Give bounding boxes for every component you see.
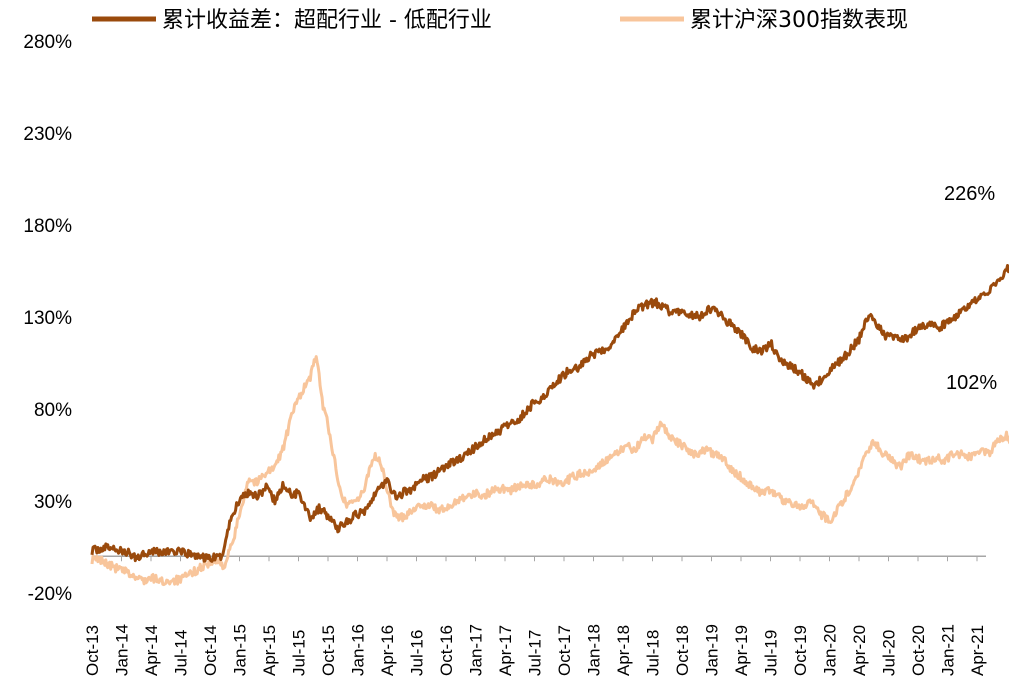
end-label-series2: 102% (946, 372, 997, 394)
x-tick-label: Oct-18 (673, 625, 692, 676)
series-line-excess-return (90, 264, 1009, 563)
x-tick-label: Oct-13 (83, 625, 102, 676)
x-tick-label: Apr-14 (142, 625, 161, 676)
x-tick-label: Oct-16 (437, 625, 456, 676)
x-tick-label: Oct-19 (791, 625, 810, 676)
x-tick-label: Jul-17 (526, 630, 545, 676)
x-tick-label: Apr-19 (732, 625, 751, 676)
x-tick-label: Apr-21 (968, 625, 987, 676)
legend: 累计收益差：超配行业 - 低配行业 累计沪深300指数表现 (92, 8, 908, 33)
x-tick-label: Jan-18 (585, 624, 604, 676)
x-tick-label: Jan-15 (231, 624, 250, 676)
x-tick-label: Jul-18 (644, 630, 663, 676)
x-tick-label: Jul-20 (880, 630, 899, 676)
x-axis: Oct-13 Jan-14 Apr-14 Jul-14 Oct-14 Jan-15 Apr-… (83, 555, 987, 676)
x-tick-label: Oct-20 (909, 625, 928, 676)
legend-label-series2: 累计沪深300指数表现 (690, 8, 908, 33)
x-tick-label: Jan-20 (821, 624, 840, 676)
x-tick-label: Oct-14 (201, 625, 220, 676)
y-tick-label: 230% (23, 124, 72, 145)
x-tick-label: Apr-16 (378, 625, 397, 676)
x-tick-label: Apr-18 (614, 625, 633, 676)
y-tick-label: -20% (28, 584, 72, 605)
x-tick-label: Jul-15 (290, 630, 309, 676)
legend-label-series1: 累计收益差：超配行业 - 低配行业 (162, 8, 492, 33)
x-tick-label: Apr-17 (496, 625, 515, 676)
series-layer (90, 264, 1009, 587)
x-tick-label: Jan-19 (703, 624, 722, 676)
x-tick-label: Jul-19 (762, 630, 781, 676)
y-axis-ticks: -20% 30% 80% 130% 180% 230% 280% (23, 32, 72, 605)
y-tick-label: 130% (23, 308, 72, 329)
x-tick-label: Apr-15 (260, 625, 279, 676)
x-tick-label: Jul-16 (408, 630, 427, 676)
x-tick-label: Jan-17 (467, 624, 486, 676)
series-line-hs300 (90, 355, 1009, 587)
x-tick-label: Jan-16 (349, 624, 368, 676)
x-tick-label: Jan-21 (939, 624, 958, 676)
y-tick-label: 80% (34, 400, 72, 421)
end-label-series1: 226% (944, 183, 995, 205)
x-tick-label: Apr-20 (850, 625, 869, 676)
x-tick-label: Oct-15 (319, 625, 338, 676)
x-tick-label: Oct-17 (555, 625, 574, 676)
y-tick-label: 30% (34, 492, 72, 513)
y-tick-label: 180% (23, 216, 72, 237)
y-tick-label: 280% (23, 32, 72, 53)
x-tick-label: Jan-14 (113, 624, 132, 676)
x-tick-label: Jul-14 (172, 630, 191, 676)
